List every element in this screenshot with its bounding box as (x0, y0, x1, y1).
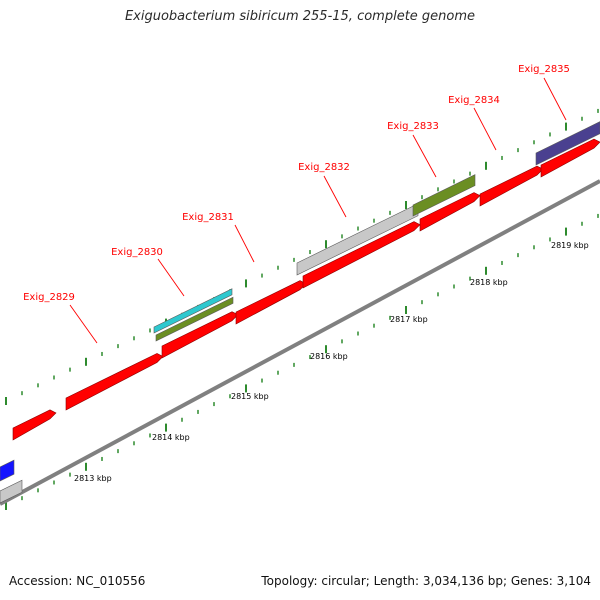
label-leader-lines (69, 77, 567, 344)
leader-line (69, 304, 98, 344)
feature-bar-navy (535, 121, 600, 166)
feature-bar-blue (0, 459, 15, 482)
gene-arrow-exig-2830 (161, 311, 239, 359)
gene-arrow-exig-2829 (65, 353, 164, 411)
leader-line (412, 134, 437, 178)
genome-stats-text: Topology: circular; Length: 3,034,136 bp… (261, 574, 591, 588)
leader-line (323, 175, 347, 218)
backbone-line (0, 179, 600, 506)
gene-label-exig-2834: Exig_2834 (448, 95, 500, 106)
gene-label-exig-2830: Exig_2830 (111, 247, 163, 258)
feature-bar-olive (155, 296, 234, 342)
gene-label-exig-2835: Exig_2835 (518, 64, 570, 75)
gene-label-exig-2831: Exig_2831 (182, 212, 234, 223)
leader-line (473, 107, 497, 151)
leader-line (234, 224, 255, 263)
map-title: Exiguobacterium sibiricum 255-15, comple… (124, 9, 476, 24)
leader-line (157, 258, 185, 297)
kbp-label-2816: 2816 kbp (310, 352, 348, 361)
leader-line (543, 77, 567, 121)
feature-bar-gray (296, 203, 419, 276)
feature-bar-gray (0, 479, 23, 504)
kbp-label-2813: 2813 kbp (74, 474, 112, 483)
gene-arrow-exig-2834 (479, 165, 544, 207)
feature-bar-olive (412, 174, 476, 217)
gene-arrow-exig-2835 (540, 138, 600, 178)
gene-arrows (12, 138, 600, 441)
backbone-track (0, 179, 600, 506)
feature-bar-cyan (153, 288, 233, 334)
gene-label-exig-2832: Exig_2832 (298, 162, 350, 173)
kbp-label-2815: 2815 kbp (231, 392, 269, 401)
gene-arrow-exig-2833 (419, 192, 481, 232)
kbp-label-2818: 2818 kbp (470, 278, 508, 287)
gene-arrow-exig-2832 (302, 221, 421, 289)
gene-arrow-exig-2829-upstream (12, 409, 57, 441)
accession-text: Accession: NC_010556 (9, 574, 146, 588)
gene-label-exig-2829: Exig_2829 (23, 292, 75, 303)
feature-bars (0, 121, 600, 504)
gene-label-exig-2833: Exig_2833 (387, 121, 439, 132)
kbp-label-2814: 2814 kbp (152, 433, 190, 442)
kbp-label-2817: 2817 kbp (390, 315, 428, 324)
kbp-label-2819: 2819 kbp (551, 241, 589, 250)
